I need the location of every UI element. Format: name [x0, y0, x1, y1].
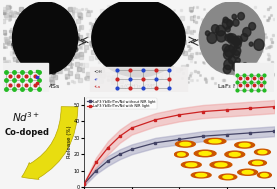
- Legend: LaF3:Yb/Er/Tm/Nd without NIR light, LaF3:Yb/Er/Tm/Nd with NIR light: LaF3:Yb/Er/Tm/Nd without NIR light, LaF3…: [86, 98, 157, 109]
- LaF3:Yb/Er/Tm/Nd without NIR light: [106, 160, 110, 162]
- LaF3:Yb/Er/Tm/Nd without NIR light: [83, 183, 86, 185]
- LaF3:Yb/Er/Tm/Nd without NIR light: [273, 130, 276, 132]
- Circle shape: [223, 65, 231, 74]
- Text: •F: •F: [93, 78, 98, 82]
- LaF3:Yb/Er/Tm/Nd without NIR light: [249, 132, 252, 134]
- Circle shape: [230, 36, 234, 40]
- LaF3:Yb/Er/Tm/Nd without NIR light: [178, 138, 181, 141]
- Circle shape: [225, 34, 231, 41]
- Circle shape: [234, 38, 241, 46]
- Circle shape: [232, 62, 241, 71]
- Y-axis label: Release (%): Release (%): [67, 126, 72, 158]
- Circle shape: [222, 19, 232, 29]
- Line: LaF3:Yb/Er/Tm/Nd without NIR light: LaF3:Yb/Er/Tm/Nd without NIR light: [83, 130, 276, 185]
- Circle shape: [241, 33, 248, 41]
- Circle shape: [232, 14, 237, 19]
- Circle shape: [216, 25, 225, 36]
- Circle shape: [228, 33, 233, 40]
- LaF3:Yb/Er/Tm/Nd with NIR light: [130, 127, 134, 129]
- Bar: [3, 63, 48, 92]
- Text: •La: •La: [93, 85, 100, 89]
- Bar: [90, 67, 187, 92]
- Text: $\it{Nd}$$^{3+}$: $\it{Nd}$$^{3+}$: [12, 110, 40, 124]
- LaF3:Yb/Er/Tm/Nd with NIR light: [106, 146, 110, 149]
- Circle shape: [233, 46, 241, 55]
- Text: La(OH)$_3$ YMSs: La(OH)$_3$ YMSs: [116, 82, 161, 91]
- Circle shape: [236, 58, 240, 63]
- LaF3:Yb/Er/Tm/Nd with NIR light: [225, 109, 228, 111]
- LaF3:Yb/Er/Tm/Nd with NIR light: [94, 161, 98, 164]
- Circle shape: [234, 36, 242, 45]
- Text: LaF$_3$ HMSs: LaF$_3$ HMSs: [26, 82, 61, 91]
- Circle shape: [249, 22, 256, 30]
- Bar: [235, 63, 274, 92]
- Circle shape: [12, 2, 78, 74]
- Circle shape: [207, 33, 217, 43]
- LaF3:Yb/Er/Tm/Nd with NIR light: [118, 135, 122, 137]
- Circle shape: [224, 50, 232, 60]
- Circle shape: [229, 56, 235, 64]
- LaF3:Yb/Er/Tm/Nd without NIR light: [94, 170, 98, 172]
- Circle shape: [233, 19, 239, 26]
- Circle shape: [231, 36, 239, 45]
- Circle shape: [227, 35, 232, 41]
- Text: Co-doped: Co-doped: [5, 128, 50, 137]
- LaF3:Yb/Er/Tm/Nd with NIR light: [273, 105, 276, 108]
- LaF3:Yb/Er/Tm/Nd with NIR light: [249, 107, 252, 109]
- Circle shape: [199, 2, 265, 74]
- Circle shape: [229, 44, 237, 53]
- Circle shape: [225, 27, 230, 32]
- Circle shape: [92, 0, 185, 77]
- Circle shape: [254, 39, 264, 50]
- Circle shape: [222, 44, 229, 52]
- Circle shape: [243, 27, 251, 36]
- Circle shape: [243, 63, 247, 67]
- Text: LaF$_3$ FMSs: LaF$_3$ FMSs: [217, 82, 250, 91]
- Circle shape: [206, 31, 210, 36]
- LaF3:Yb/Er/Tm/Nd with NIR light: [83, 183, 86, 185]
- LaF3:Yb/Er/Tm/Nd without NIR light: [130, 148, 134, 150]
- Circle shape: [234, 40, 241, 48]
- Circle shape: [228, 36, 234, 43]
- LaF3:Yb/Er/Tm/Nd with NIR light: [154, 119, 157, 121]
- Circle shape: [216, 31, 226, 42]
- Circle shape: [249, 42, 253, 46]
- FancyArrowPatch shape: [22, 107, 78, 179]
- Line: LaF3:Yb/Er/Tm/Nd with NIR light: LaF3:Yb/Er/Tm/Nd with NIR light: [83, 105, 276, 185]
- Circle shape: [229, 34, 237, 43]
- LaF3:Yb/Er/Tm/Nd with NIR light: [178, 114, 181, 116]
- Circle shape: [227, 20, 233, 27]
- Circle shape: [224, 59, 233, 70]
- Circle shape: [239, 65, 242, 69]
- Circle shape: [238, 12, 244, 20]
- LaF3:Yb/Er/Tm/Nd without NIR light: [225, 133, 228, 136]
- Circle shape: [211, 25, 219, 33]
- LaF3:Yb/Er/Tm/Nd without NIR light: [118, 153, 122, 155]
- Circle shape: [233, 50, 240, 58]
- Text: •OH: •OH: [93, 70, 101, 74]
- Circle shape: [223, 17, 228, 23]
- LaF3:Yb/Er/Tm/Nd with NIR light: [201, 110, 205, 113]
- LaF3:Yb/Er/Tm/Nd without NIR light: [154, 142, 157, 144]
- Circle shape: [224, 45, 235, 57]
- LaF3:Yb/Er/Tm/Nd without NIR light: [201, 135, 205, 137]
